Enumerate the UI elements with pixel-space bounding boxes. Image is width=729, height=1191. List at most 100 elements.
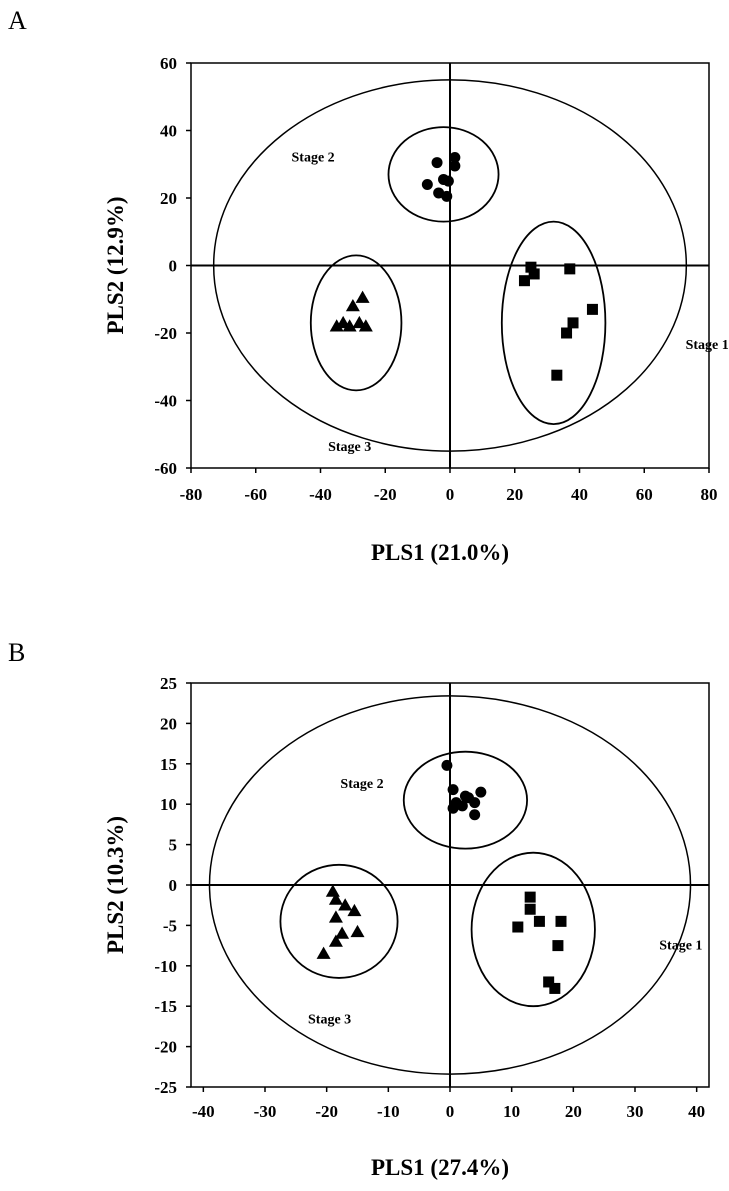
point-triangle (358, 319, 373, 332)
point-triangle (338, 898, 353, 911)
x-tick-label: 80 (701, 485, 718, 504)
group-label: Stage 3 (308, 1012, 351, 1027)
point-square (586, 303, 598, 315)
point-triangle (345, 299, 360, 312)
group-label: Stage 1 (659, 938, 702, 953)
point-triangle (328, 910, 343, 923)
point-triangle (350, 924, 365, 938)
point-circle (449, 152, 461, 163)
point-triangle (335, 926, 350, 939)
point-square (525, 261, 537, 273)
group-label: Stage 3 (328, 440, 371, 455)
group-stage-3: Stage 3 (279, 863, 399, 1027)
group-ellipse (470, 851, 596, 1008)
x-tick-label: 40 (571, 485, 588, 504)
group-label: Stage 2 (292, 150, 335, 165)
y-tick-label: 40 (160, 122, 177, 141)
point-square (555, 915, 567, 927)
x-axis-title: PLS1 (21.0%) (371, 540, 509, 565)
group-stage-2: Stage 2 (292, 126, 500, 223)
point-triangle (347, 903, 362, 917)
point-square (552, 940, 564, 952)
point-triangle (329, 319, 344, 332)
y-tick-label: -20 (154, 1038, 177, 1057)
group-ellipse (402, 750, 528, 850)
panel-label-b: B (8, 638, 26, 667)
group-label: Stage 1 (686, 338, 729, 353)
y-tick-label: 0 (169, 876, 178, 895)
y-tick-label: 15 (160, 755, 177, 774)
x-tick-label: 40 (688, 1102, 705, 1121)
point-triangle (342, 319, 357, 332)
x-tick-label: 0 (446, 485, 455, 504)
x-tick-label: -20 (374, 485, 397, 504)
point-circle (441, 759, 453, 771)
group-ellipse (279, 863, 399, 979)
y-tick-label: -40 (154, 392, 177, 411)
group-stage-3: Stage 3 (309, 254, 403, 455)
point-square (518, 275, 530, 287)
point-circle (442, 175, 454, 187)
y-tick-label: -5 (163, 916, 177, 935)
point-square (528, 268, 540, 280)
point-triangle (355, 290, 370, 303)
group-stage-2: Stage 2 (340, 750, 528, 850)
y-tick-label: -25 (154, 1078, 177, 1097)
x-tick-label: -80 (180, 485, 203, 504)
point-square (524, 891, 536, 903)
point-circle (431, 157, 443, 169)
panel-label-a: A (8, 6, 27, 35)
y-tick-label: -15 (154, 997, 177, 1016)
y-tick-label: 25 (160, 674, 177, 693)
point-circle (475, 786, 487, 798)
group-stage-1: Stage 1 (500, 220, 729, 426)
y-axis-title: PLS2 (12.9%) (103, 197, 128, 335)
x-tick-label: 0 (446, 1102, 455, 1121)
point-circle (447, 784, 459, 796)
point-square (512, 921, 524, 933)
x-tick-label: 20 (506, 485, 523, 504)
point-triangle (316, 946, 331, 959)
x-tick-label: 30 (627, 1102, 644, 1121)
y-tick-label: 20 (160, 189, 177, 208)
group-ellipse (387, 126, 500, 223)
y-tick-label: -20 (154, 324, 177, 343)
point-square (549, 982, 561, 994)
x-tick-label: -10 (377, 1102, 400, 1121)
point-circle (441, 190, 453, 202)
y-tick-label: 0 (169, 257, 178, 276)
point-circle (469, 809, 481, 821)
group-ellipse (500, 220, 607, 426)
x-tick-label: -60 (244, 485, 267, 504)
point-triangle (328, 934, 343, 947)
group-ellipse (309, 254, 403, 392)
x-tick-label: -40 (309, 485, 332, 504)
group-label: Stage 2 (340, 777, 383, 792)
x-tick-label: -30 (254, 1102, 277, 1121)
group-stage-1: Stage 1 (470, 851, 702, 1008)
point-circle (469, 797, 481, 809)
y-tick-label: -10 (154, 957, 177, 976)
point-square (524, 903, 536, 915)
point-square (551, 369, 563, 381)
point-circle (456, 800, 468, 812)
x-tick-label: 60 (636, 485, 653, 504)
x-axis-title: PLS1 (27.4%) (371, 1155, 509, 1180)
point-square (567, 317, 579, 329)
x-tick-label: -20 (315, 1102, 338, 1121)
point-square (533, 915, 545, 927)
point-circle (459, 790, 471, 802)
y-tick-label: 20 (160, 714, 177, 733)
x-tick-label: -40 (192, 1102, 215, 1121)
x-tick-label: 20 (565, 1102, 582, 1121)
point-square (561, 327, 573, 339)
point-triangle (325, 884, 340, 897)
point-circle (447, 802, 459, 814)
y-tick-label: -60 (154, 459, 177, 478)
point-circle (449, 160, 461, 172)
y-tick-label: 60 (160, 54, 177, 73)
point-circle (421, 179, 433, 190)
point-square (564, 263, 576, 275)
